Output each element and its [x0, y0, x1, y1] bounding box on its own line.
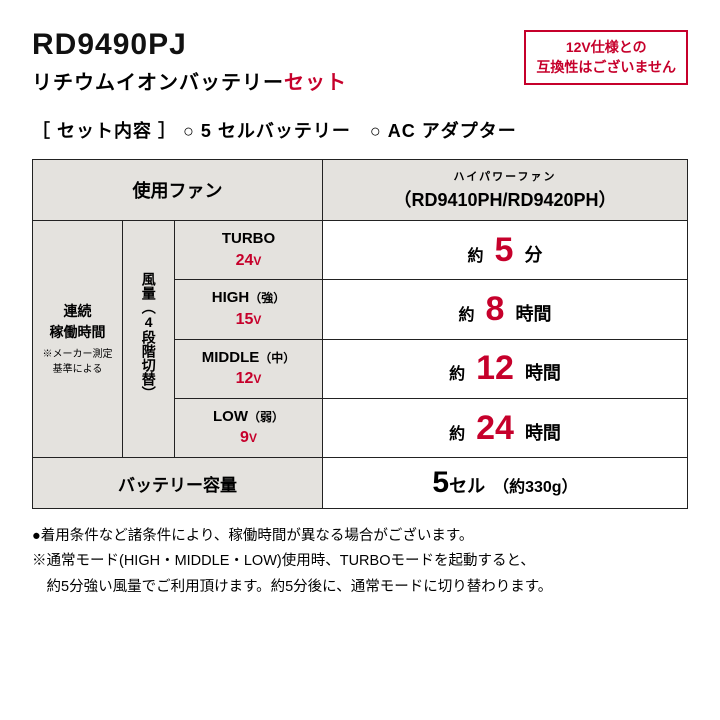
mode-middle: MIDDLE（中） 12V [175, 339, 323, 398]
fan-model-header: ハイパワーファン （RD9410PH/RD9420PH） [323, 160, 688, 221]
fan-header: 使用ファン [33, 160, 323, 221]
capacity-value: 5セル（約330g） [323, 458, 688, 509]
note-2: ※通常モード(HIGH・MIDDLE・LOW)使用時、TURBOモードを起動する… [32, 550, 688, 573]
footnotes: ●着用条件など諸条件により、稼働時間が異なる場合がございます。 ※通常モード(H… [32, 525, 688, 599]
val-turbo: 約 5 分 [323, 221, 688, 280]
note-3: 約5分強い風量でご利用頂けます。約5分後に、通常モードに切り替わります。 [32, 576, 688, 599]
spec-table: 使用ファン ハイパワーファン （RD9410PH/RD9420PH） 連続稼働時… [32, 159, 688, 509]
note-1: ●着用条件など諸条件により、稼働時間が異なる場合がございます。 [32, 525, 688, 548]
runtime-main: 連続稼働時間 [50, 303, 106, 340]
compatibility-warning: 12V仕様との 互換性はございません [524, 30, 688, 85]
wind-stage-label: 風量（4段階切替） [123, 221, 175, 458]
fan-ruby: ハイパワーファン [329, 168, 681, 184]
mode-low: LOW（弱） 9V [175, 398, 323, 457]
val-middle: 約 12 時間 [323, 339, 688, 398]
product-model: RD9490PJ [32, 28, 524, 62]
capacity-label: バッテリー容量 [33, 458, 323, 509]
val-low: 約 24 時間 [323, 398, 688, 457]
subtitle-main: リチウムイオンバッテリー [32, 72, 284, 94]
set-contents: ［ セット内容 ］ ○ 5 セルバッテリー ○ AC アダプター [32, 117, 688, 143]
product-subtitle: リチウムイオンバッテリーセット [32, 66, 524, 95]
runtime-note: ※メーカー測定基準による [39, 347, 116, 377]
mode-high: HIGH（強） 15V [175, 280, 323, 339]
val-high: 約 8 時間 [323, 280, 688, 339]
runtime-side-label: 連続稼働時間 ※メーカー測定基準による [33, 221, 123, 458]
mode-turbo: TURBO 24V [175, 221, 323, 280]
warn-line-1: 12V仕様との [566, 39, 647, 55]
subtitle-accent: セット [284, 72, 347, 94]
warn-line-2: 互換性はございません [536, 59, 676, 75]
fan-code: （RD9410PH/RD9420PH） [393, 190, 616, 210]
